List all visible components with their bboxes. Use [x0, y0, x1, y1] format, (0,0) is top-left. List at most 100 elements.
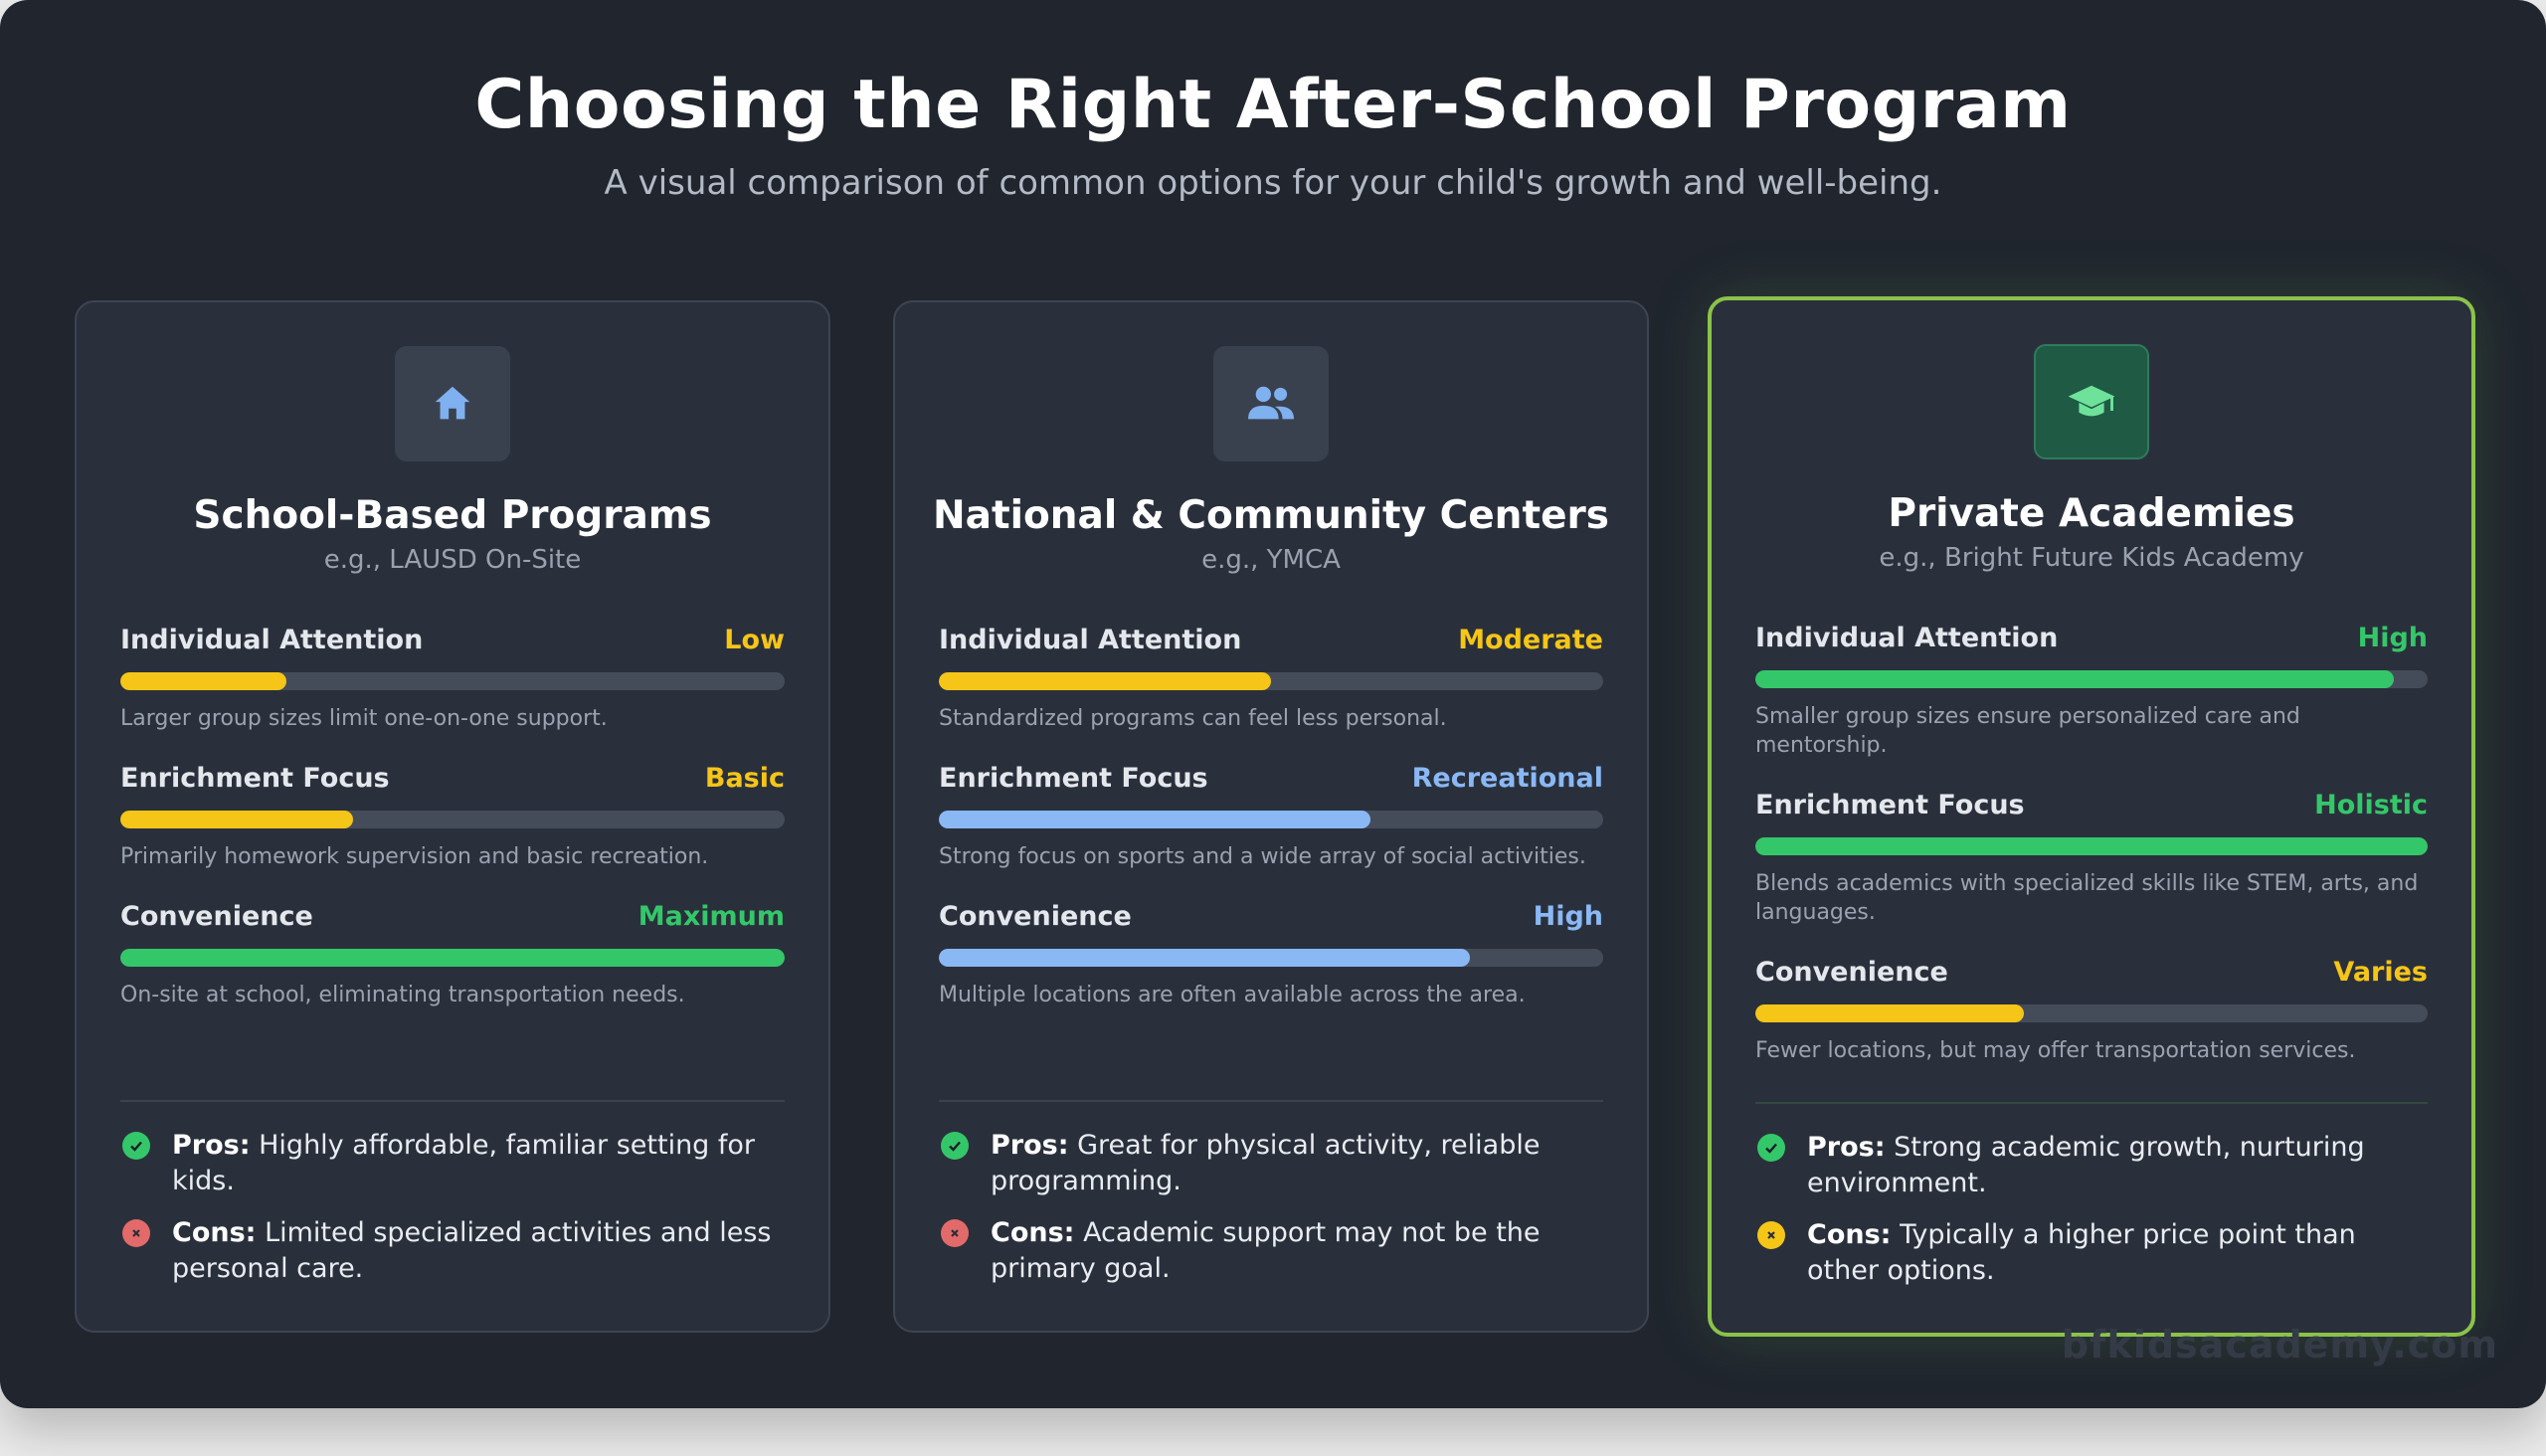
divider — [939, 1100, 1603, 1102]
pros-label: Pros: — [1807, 1132, 1886, 1163]
cons-row: Cons: Academic support may not be the pr… — [939, 1215, 1603, 1287]
check-circle-icon — [1757, 1134, 1785, 1162]
pros-text: Strong academic growth, nurturing enviro… — [1807, 1132, 2365, 1198]
progress-fill — [939, 949, 1471, 967]
metric-value: Moderate — [1458, 625, 1603, 655]
metric-description: Multiple locations are often available a… — [939, 983, 1526, 1007]
x-circle-warning-icon — [1757, 1221, 1785, 1249]
pros-text: Great for physical activity, reliable pr… — [991, 1130, 1541, 1196]
progress-fill — [939, 672, 1271, 690]
metric-value: High — [1533, 901, 1603, 932]
metric-enrichment-focus: Enrichment Focus Basic Primarily homewor… — [120, 763, 785, 871]
progress-fill — [120, 811, 353, 828]
progress-track — [120, 672, 785, 690]
card-subtitle: e.g., LAUSD On-Site — [323, 545, 582, 575]
metric-individual-attention: Individual Attention Low Larger group si… — [120, 625, 785, 733]
metric-label: Convenience — [120, 901, 313, 932]
metric-value: Maximum — [637, 901, 785, 932]
progress-fill — [120, 672, 286, 690]
card-title: National & Community Centers — [933, 493, 1609, 538]
progress-fill — [1755, 837, 2428, 855]
metric-description: Fewer locations, but may offer transport… — [1755, 1038, 2356, 1063]
pros-cons: Pros: Great for physical activity, relia… — [939, 1128, 1603, 1303]
metric-label: Individual Attention — [1755, 623, 2059, 653]
progress-track — [1755, 1004, 2428, 1022]
card-school-based: School-Based Programs e.g., LAUSD On-Sit… — [75, 300, 830, 1333]
metric-value: Low — [724, 625, 785, 655]
metric-label: Individual Attention — [939, 625, 1242, 655]
metric-label: Enrichment Focus — [120, 763, 390, 794]
divider — [120, 1100, 785, 1102]
metric-description: Strong focus on sports and a wide array … — [939, 844, 1586, 869]
metric-enrichment-focus: Enrichment Focus Recreational Strong foc… — [939, 763, 1603, 871]
metric-label: Individual Attention — [120, 625, 424, 655]
cons-text: Typically a higher price point than othe… — [1807, 1219, 2356, 1286]
pros-label: Pros: — [172, 1130, 251, 1161]
metric-value: High — [2357, 623, 2428, 653]
metric-description: Smaller group sizes ensure personalized … — [1755, 704, 2300, 758]
cons-row: Cons: Limited specialized activities and… — [120, 1215, 785, 1287]
page-title: Choosing the Right After-School Program — [474, 66, 2072, 144]
check-circle-icon — [122, 1132, 150, 1160]
metric-description: Standardized programs can feel less pers… — [939, 706, 1447, 731]
cons-text: Limited specialized activities and less … — [172, 1217, 772, 1284]
progress-fill — [120, 949, 785, 967]
pros-row: Pros: Strong academic growth, nurturing … — [1755, 1130, 2428, 1201]
metric-value: Recreational — [1411, 763, 1603, 794]
pros-text: Highly affordable, familiar setting for … — [172, 1130, 756, 1196]
pros-cons: Pros: Highly affordable, familiar settin… — [120, 1128, 785, 1303]
progress-fill — [939, 811, 1371, 828]
progress-track — [939, 949, 1603, 967]
progress-track — [1755, 837, 2428, 855]
card-community-centers: National & Community Centers e.g., YMCA … — [893, 300, 1649, 1333]
metric-description: Blends academics with specialized skills… — [1755, 871, 2419, 925]
pros-label: Pros: — [991, 1130, 1069, 1161]
metric-enrichment-focus: Enrichment Focus Holistic Blends academi… — [1755, 790, 2428, 927]
metric-convenience: Convenience High Multiple locations are … — [939, 901, 1603, 1009]
page-subtitle: A visual comparison of common options fo… — [604, 163, 1942, 203]
metric-label: Enrichment Focus — [1755, 790, 2025, 820]
progress-fill — [1755, 670, 2395, 688]
cons-label: Cons: — [1807, 1219, 1892, 1250]
metric-convenience: Convenience Varies Fewer locations, but … — [1755, 957, 2428, 1065]
card-subtitle: e.g., Bright Future Kids Academy — [1879, 543, 2304, 573]
metric-description: Larger group sizes limit one-on-one supp… — [120, 706, 608, 731]
cons-label: Cons: — [172, 1217, 257, 1248]
divider — [1755, 1102, 2428, 1104]
progress-track — [939, 672, 1603, 690]
metric-value: Varies — [2333, 957, 2428, 988]
metric-convenience: Convenience Maximum On-site at school, e… — [120, 901, 785, 1009]
progress-track — [939, 811, 1603, 828]
card-private-academies: Private Academies e.g., Bright Future Ki… — [1708, 296, 2475, 1337]
metric-individual-attention: Individual Attention High Smaller group … — [1755, 623, 2428, 760]
card-title: Private Academies — [1888, 491, 2295, 536]
check-circle-icon — [941, 1132, 969, 1160]
infographic-frame: Choosing the Right After-School Program … — [0, 0, 2546, 1408]
metric-label: Convenience — [939, 901, 1132, 932]
progress-track — [120, 811, 785, 828]
cons-label: Cons: — [991, 1217, 1075, 1248]
x-circle-icon — [122, 1219, 150, 1247]
cons-text: Academic support may not be the primary … — [991, 1217, 1541, 1284]
pros-row: Pros: Great for physical activity, relia… — [939, 1128, 1603, 1199]
pros-row: Pros: Highly affordable, familiar settin… — [120, 1128, 785, 1199]
x-circle-icon — [941, 1219, 969, 1247]
metric-value: Holistic — [2314, 790, 2428, 820]
metric-label: Convenience — [1755, 957, 1948, 988]
home-icon — [395, 346, 510, 461]
cons-row: Cons: Typically a higher price point tha… — [1755, 1217, 2428, 1289]
card-title: School-Based Programs — [193, 493, 712, 538]
graduation-cap-icon — [2034, 344, 2149, 459]
metric-description: On-site at school, eliminating transport… — [120, 983, 685, 1007]
metric-label: Enrichment Focus — [939, 763, 1208, 794]
progress-track — [1755, 670, 2428, 688]
card-subtitle: e.g., YMCA — [1201, 545, 1341, 575]
metric-value: Basic — [704, 763, 785, 794]
progress-fill — [1755, 1004, 2025, 1022]
pros-cons: Pros: Strong academic growth, nurturing … — [1755, 1130, 2428, 1305]
watermark: bfkidsacademy.com — [2061, 1323, 2498, 1366]
progress-track — [120, 949, 785, 967]
metric-individual-attention: Individual Attention Moderate Standardiz… — [939, 625, 1603, 733]
metric-description: Primarily homework supervision and basic… — [120, 844, 709, 869]
people-icon — [1213, 346, 1329, 461]
